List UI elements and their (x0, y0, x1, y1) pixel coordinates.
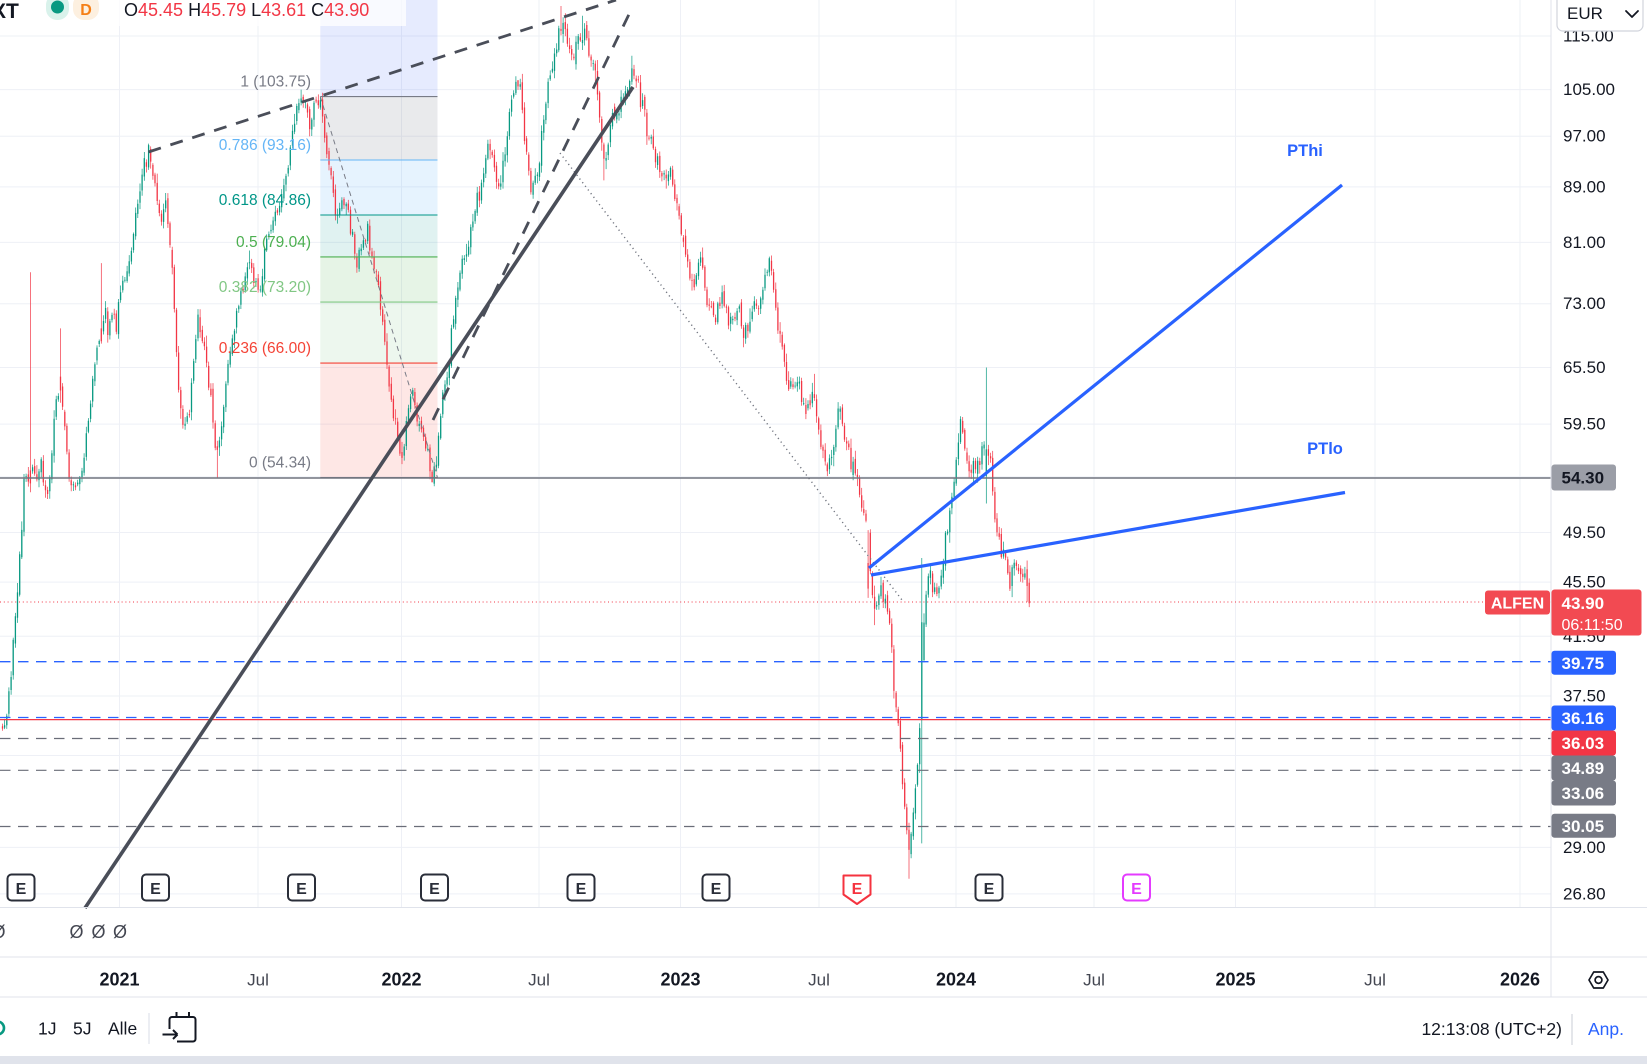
svg-text:2023: 2023 (660, 970, 700, 990)
svg-text:89.00: 89.00 (1563, 177, 1606, 196)
svg-text:97.00: 97.00 (1563, 127, 1606, 146)
svg-text:Alle: Alle (108, 1019, 137, 1039)
svg-text:E: E (711, 881, 722, 898)
svg-text:49.50: 49.50 (1563, 523, 1606, 542)
svg-text:Ø: Ø (91, 922, 105, 942)
svg-text:5J: 5J (73, 1019, 91, 1039)
svg-text:39.75: 39.75 (1562, 654, 1605, 673)
svg-text:E: E (16, 881, 27, 898)
svg-text:E: E (150, 881, 161, 898)
svg-text:2025: 2025 (1215, 970, 1255, 990)
svg-text:36.03: 36.03 (1562, 734, 1605, 753)
svg-text:E: E (296, 881, 307, 898)
svg-text:1J: 1J (38, 1019, 56, 1039)
svg-text:E: E (576, 881, 587, 898)
svg-text:Anp.: Anp. (1588, 1019, 1624, 1039)
svg-text:26.80: 26.80 (1563, 884, 1606, 903)
svg-text:E: E (429, 881, 440, 898)
svg-text:EUR: EUR (1567, 4, 1603, 23)
svg-text:65.50: 65.50 (1563, 358, 1606, 377)
svg-text:E: E (1131, 881, 1142, 898)
svg-text:37.50: 37.50 (1563, 687, 1606, 706)
svg-text:30.05: 30.05 (1562, 817, 1605, 836)
svg-text:1 (103.75): 1 (103.75) (240, 74, 311, 91)
svg-text:105.00: 105.00 (1563, 80, 1615, 99)
svg-text:0.618 (84.86): 0.618 (84.86) (219, 192, 311, 209)
svg-text:Jul: Jul (1364, 971, 1386, 990)
svg-text:06:11:50: 06:11:50 (1562, 617, 1623, 634)
svg-text:Ø: Ø (0, 922, 6, 942)
svg-text:33.06: 33.06 (1562, 784, 1605, 803)
svg-text:81.00: 81.00 (1563, 233, 1606, 252)
svg-text:54.30: 54.30 (1562, 469, 1605, 488)
svg-text:PThi: PThi (1287, 142, 1323, 160)
svg-text:2022: 2022 (381, 970, 421, 990)
svg-text:0.786 (93.16): 0.786 (93.16) (219, 137, 311, 154)
svg-text:0.382 (73.20): 0.382 (73.20) (219, 279, 311, 296)
svg-text:Ø: Ø (113, 922, 127, 942)
svg-text:2021: 2021 (99, 970, 139, 990)
svg-text:2024: 2024 (936, 970, 976, 990)
svg-text:Jul: Jul (247, 971, 269, 990)
svg-text:29.00: 29.00 (1563, 838, 1606, 857)
svg-text:59.50: 59.50 (1563, 415, 1606, 434)
svg-text:E: E (852, 881, 863, 898)
svg-text:Ø: Ø (69, 922, 83, 942)
svg-text:43.90: 43.90 (1562, 594, 1605, 613)
svg-text:36.16: 36.16 (1562, 709, 1605, 728)
svg-text:2026: 2026 (1500, 970, 1540, 990)
svg-text:Jul: Jul (1083, 971, 1105, 990)
svg-text:73.00: 73.00 (1563, 294, 1606, 313)
svg-text:Jul: Jul (808, 971, 830, 990)
svg-text:12:13:08 (UTC+2): 12:13:08 (UTC+2) (1421, 1019, 1562, 1039)
svg-text:E: E (984, 881, 995, 898)
svg-text:Jul: Jul (528, 971, 550, 990)
svg-text:ALFEN: ALFEN (1491, 596, 1544, 613)
svg-text:PTlo: PTlo (1307, 440, 1343, 458)
svg-text:XT: XT (0, 0, 19, 23)
svg-text:45.50: 45.50 (1563, 573, 1606, 592)
svg-text:34.89: 34.89 (1562, 759, 1605, 778)
svg-text:0.5 (79.04): 0.5 (79.04) (236, 234, 311, 251)
svg-text:0 (54.34): 0 (54.34) (249, 455, 311, 472)
svg-text:O45.45 H45.79 L43.61 C43.90: O45.45 H45.79 L43.61 C43.90 (124, 0, 369, 20)
svg-text:D: D (80, 2, 92, 19)
svg-text:0.236 (66.00): 0.236 (66.00) (219, 340, 311, 357)
